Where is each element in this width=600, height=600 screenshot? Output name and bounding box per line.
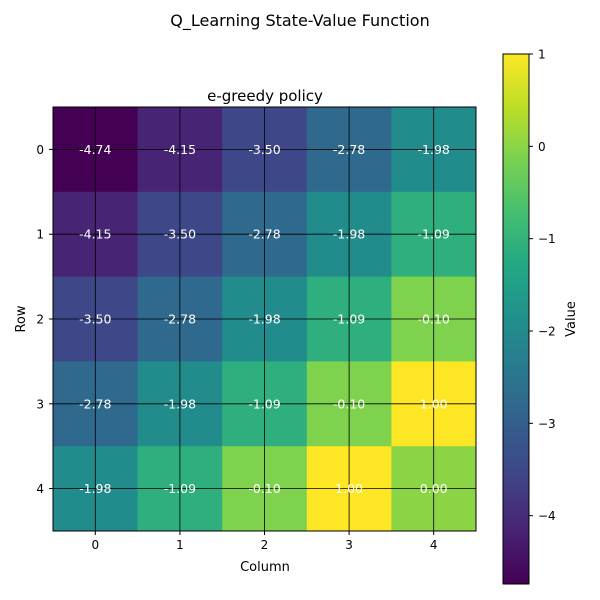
cell-value-label: 0.00 [420,481,448,496]
y-tick-label: 3 [36,397,44,411]
x-tick-label: 3 [345,538,353,552]
cell-value-label: -3.50 [164,227,196,242]
cell-value-label: -1.98 [418,142,450,157]
colorbar-tick-label: −3 [538,417,556,431]
y-tick-label: 2 [36,313,44,327]
colorbar-tick-label: 1 [538,48,546,62]
y-tick-label: 0 [36,143,44,157]
x-tick-label: 2 [261,538,269,552]
cell-value-label: -1.98 [79,481,111,496]
cell-value-label: -1.09 [333,312,365,327]
y-tick-label: 4 [36,482,44,496]
colorbar [502,53,530,585]
colorbar-label: Value [564,301,579,337]
x-tick-label: 0 [91,538,99,552]
cell-value-label: -3.50 [79,312,111,327]
cell-value-label: 1.00 [420,396,448,411]
x-tick-label: 4 [430,538,438,552]
y-tick-label: 1 [36,228,44,242]
cell-value-label: -2.78 [79,396,111,411]
cell-value-label: -0.10 [333,396,365,411]
cell-value-label: -4.15 [79,227,111,242]
cell-value-label: -1.09 [248,396,280,411]
cell-value-label: -0.10 [418,312,450,327]
cell-value-label: -1.98 [333,227,365,242]
x-tick-label: 1 [176,538,184,552]
cell-value-label: -1.98 [248,312,280,327]
cell-value-label: -0.10 [248,481,280,496]
heatmap-grid [53,107,476,531]
cell-value-label: -1.98 [164,396,196,411]
cell-value-label: -1.09 [164,481,196,496]
heatmap-cell-labels: -4.74 -4.15 -3.50 -2.78 -1.98 -4.15 -3.50 -2.78… [79,142,450,496]
cell-value-label: -2.78 [248,227,280,242]
x-axis-ticks: 0 1 2 3 4 [91,531,438,552]
colorbar-tick-label: 0 [538,140,546,154]
x-axis-label: Column [240,560,290,575]
cell-value-label: 1.00 [335,481,363,496]
chart-suptitle: Q_Learning State-Value Function [170,11,429,31]
cell-value-label: -4.15 [164,142,196,157]
colorbar-tick-label: −4 [538,509,556,523]
chart-title: e-greedy policy [207,87,323,105]
cell-value-label: -2.78 [333,142,365,157]
colorbar-ticks: 1 0 −1 −2 −3 −4 [529,48,556,523]
y-axis-ticks: 0 1 2 3 4 [36,143,53,496]
cell-value-label: -2.78 [164,312,196,327]
y-axis-label: Row [14,305,29,332]
cell-value-label: -4.74 [79,142,111,157]
cell-value-label: -3.50 [248,142,280,157]
colorbar-tick-label: −2 [538,325,556,339]
cell-value-label: -1.09 [418,227,450,242]
colorbar-tick-label: −1 [538,232,556,246]
